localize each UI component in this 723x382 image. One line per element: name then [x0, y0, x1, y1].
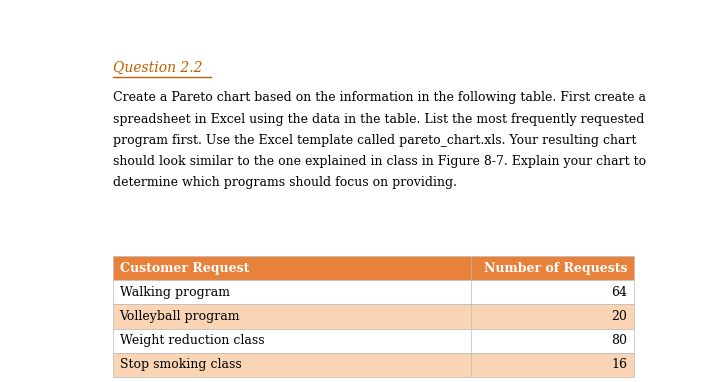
Text: 80: 80 [611, 334, 627, 347]
Text: Question 2.2: Question 2.2 [113, 60, 202, 74]
Text: Create a Pareto chart based on the information in the following table. First cre: Create a Pareto chart based on the infor… [113, 91, 646, 104]
Text: Volleyball program: Volleyball program [119, 310, 240, 323]
Text: 64: 64 [611, 286, 627, 299]
FancyBboxPatch shape [113, 280, 634, 304]
FancyBboxPatch shape [113, 304, 634, 329]
FancyBboxPatch shape [113, 353, 634, 377]
Text: program first. Use the Excel template called pareto_chart.xls. Your resulting ch: program first. Use the Excel template ca… [113, 134, 636, 147]
Text: determine which programs should focus on providing.: determine which programs should focus on… [113, 176, 457, 189]
Text: should look similar to the one explained in class in Figure 8-7. Explain your ch: should look similar to the one explained… [113, 155, 646, 168]
Text: 16: 16 [611, 358, 627, 371]
Text: Stop smoking class: Stop smoking class [119, 358, 241, 371]
FancyBboxPatch shape [113, 256, 634, 280]
Text: spreadsheet in Excel using the data in the table. List the most frequently reque: spreadsheet in Excel using the data in t… [113, 113, 644, 126]
Text: Walking program: Walking program [119, 286, 229, 299]
FancyBboxPatch shape [113, 329, 634, 353]
Text: Weight reduction class: Weight reduction class [119, 334, 264, 347]
Text: Customer Request: Customer Request [119, 262, 249, 275]
Text: Number of Requests: Number of Requests [484, 262, 627, 275]
Text: 20: 20 [611, 310, 627, 323]
